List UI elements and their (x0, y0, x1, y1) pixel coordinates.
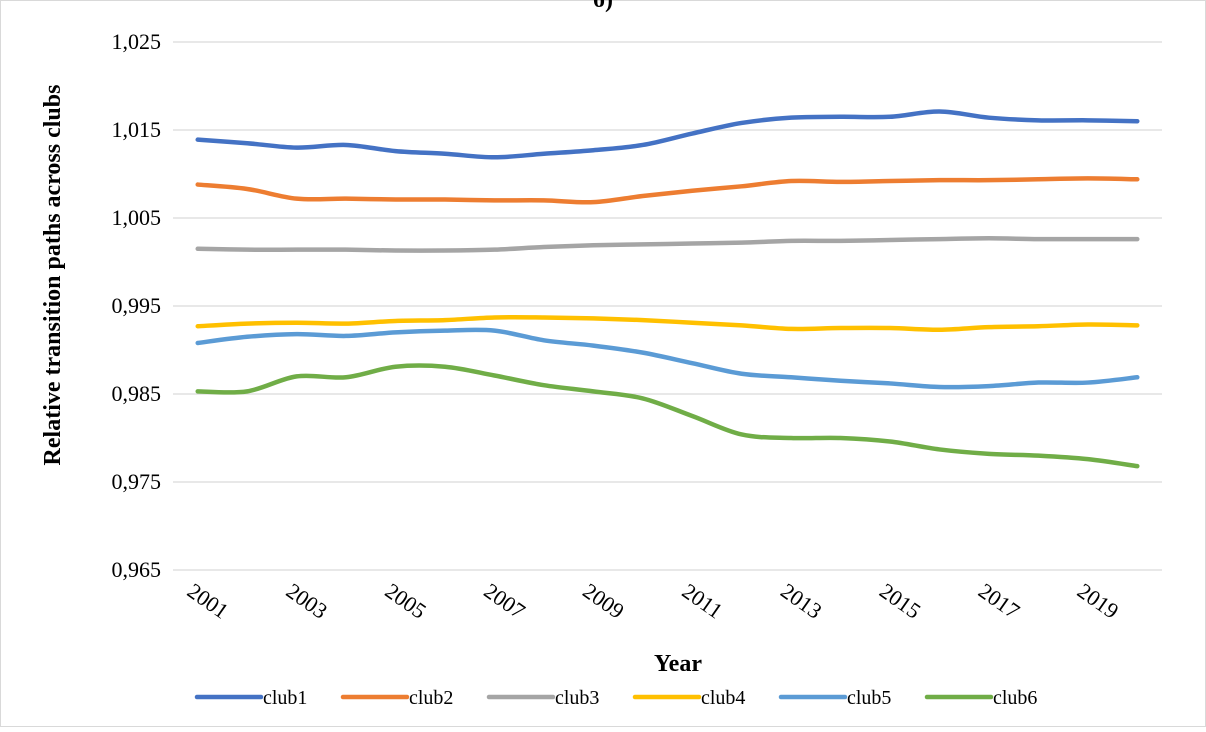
series-lines (195, 109, 1140, 469)
legend-label-club1: club1 (263, 687, 307, 709)
series-line-club3 (195, 235, 1140, 253)
y-tick-label: 0,985 (112, 381, 162, 406)
chart-title: б) (593, 0, 613, 13)
gridlines (173, 41, 1162, 571)
legend-label-club4: club4 (701, 687, 745, 709)
series-line-club2 (195, 176, 1140, 205)
y-axis-title: Relative transition paths across clubs (40, 85, 66, 466)
series-line-club4 (195, 314, 1140, 333)
y-tick-label: 1,025 (112, 29, 162, 54)
legend-label-club2: club2 (409, 687, 453, 709)
series-line-club1 (195, 109, 1140, 160)
series-line-club5 (195, 327, 1140, 390)
y-tick-label: 0,995 (112, 293, 162, 318)
legend-label-club5: club5 (847, 687, 891, 709)
y-tick-label: 0,975 (112, 469, 162, 494)
y-tick-label: 1,015 (112, 117, 162, 142)
y-axis-ticks: 0,965 0,975 0,985 0,995 1,005 1,015 1,025 (112, 29, 162, 582)
y-tick-label: 1,005 (112, 205, 162, 230)
y-tick-label: 0,965 (112, 557, 162, 582)
x-axis-title: Year (654, 651, 702, 677)
legend-label-club3: club3 (555, 687, 599, 709)
legend-label-club6: club6 (993, 687, 1037, 709)
legend: club1 club2 club3 club4 club5 club6 (194, 687, 1037, 709)
series-line-club6 (195, 363, 1140, 469)
